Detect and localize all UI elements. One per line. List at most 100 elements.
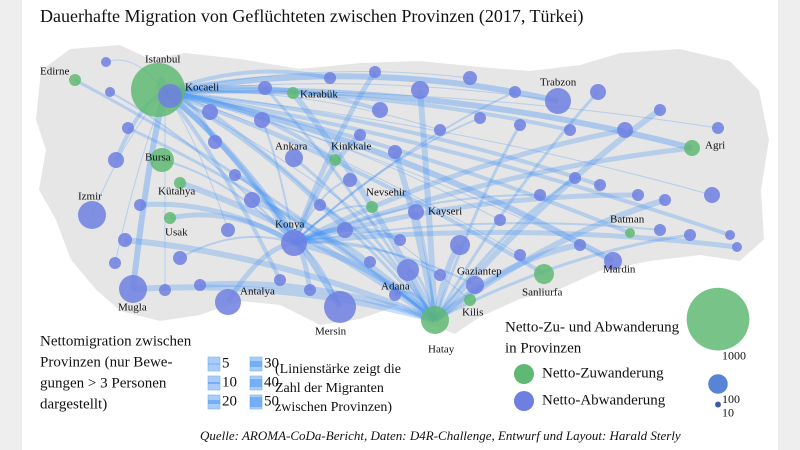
flow-line <box>109 91 295 244</box>
flow-line <box>164 84 381 112</box>
province-circle <box>285 149 303 167</box>
province-circles <box>69 57 742 334</box>
flow-line <box>132 284 436 323</box>
flow-line <box>293 240 441 276</box>
flow-line <box>139 201 296 246</box>
width-label: 20 <box>222 393 237 409</box>
size-label: 10 <box>722 405 734 419</box>
flow-line <box>164 91 614 262</box>
flow-line <box>290 91 438 322</box>
province-circle <box>202 104 218 120</box>
province-circle <box>314 199 326 211</box>
legend-title: in Provinzen <box>505 340 582 356</box>
province-circle <box>397 259 419 281</box>
province-circle <box>164 212 176 224</box>
flow-line <box>164 69 331 94</box>
province-circle <box>150 148 174 172</box>
province-circle <box>281 230 307 256</box>
legend-note: (Linienstärke zeigt die <box>275 362 401 377</box>
province-label: Edirne <box>40 66 69 78</box>
flow-line <box>179 235 295 259</box>
flow-line <box>433 90 600 321</box>
province-circle <box>372 102 388 118</box>
province-circle <box>514 249 526 261</box>
flow-line <box>124 237 437 323</box>
flow-line <box>433 242 581 323</box>
province-circle <box>174 177 186 189</box>
flow-line <box>164 89 615 264</box>
province-circle <box>337 222 353 238</box>
flow-line <box>293 240 438 323</box>
flow-line <box>433 176 576 321</box>
province-circle <box>474 112 486 124</box>
province-circle <box>411 81 429 99</box>
province-circle <box>364 256 376 268</box>
province-circle <box>712 122 724 134</box>
province-circle <box>732 242 742 252</box>
legend-item: Netto-Zuwanderung <box>542 365 664 381</box>
province-circle <box>118 233 132 247</box>
province-label: Karabük <box>300 89 338 101</box>
flow-line <box>164 91 501 221</box>
province-circle <box>173 251 187 265</box>
province-circle <box>122 122 134 134</box>
flow-line <box>164 89 571 132</box>
size-circle <box>686 287 750 352</box>
province-circle <box>725 230 735 240</box>
province-circle <box>354 129 366 141</box>
flow-line <box>164 71 471 93</box>
province-circle <box>324 72 336 84</box>
source: Quelle: AROMA-CoDa-Bericht, Daten: D4R-C… <box>200 428 681 443</box>
legend-title: dargestellt) <box>40 396 107 412</box>
flow-line <box>169 212 296 246</box>
side-band <box>778 0 800 450</box>
legend-title: Provinzen (nur Bewe- <box>40 354 172 370</box>
province-circle <box>369 66 381 78</box>
province-circle <box>534 264 554 284</box>
province-circle <box>304 284 316 296</box>
flow-line <box>293 241 476 286</box>
province-label: Usak <box>165 227 188 239</box>
province-circle <box>159 284 171 296</box>
province-circle <box>394 234 406 246</box>
province-circle <box>274 274 286 286</box>
province-circle <box>654 104 666 116</box>
province-label: Batman <box>610 214 645 226</box>
province-circle <box>108 152 124 168</box>
province-circle <box>534 189 546 201</box>
flow-line <box>179 180 437 323</box>
width-label: 50 <box>264 393 279 409</box>
province-circle <box>617 122 633 138</box>
legend-title: Nettomigration zwischen <box>40 333 192 349</box>
flow-line <box>164 73 559 104</box>
flow-line <box>163 89 343 309</box>
province-circle <box>545 88 571 114</box>
province-label: Ankara <box>275 141 307 153</box>
province-circle <box>494 214 506 226</box>
province-circle <box>466 276 484 294</box>
width-label: 30 <box>264 355 279 371</box>
legend-item: Netto-Abwanderung <box>542 392 666 408</box>
province-circle <box>625 228 635 238</box>
province-circle <box>244 192 260 208</box>
province-circle <box>654 224 666 236</box>
province-label: Kilis <box>462 307 483 319</box>
legend-swatch <box>514 364 534 384</box>
flow-line <box>164 90 719 129</box>
title: Dauerhafte Migration von Geflüchteten zw… <box>40 6 584 27</box>
flow-line <box>319 203 437 321</box>
size-circle <box>714 401 722 408</box>
province-circle <box>119 275 147 303</box>
flow-line <box>164 83 559 102</box>
flow-line <box>74 78 436 322</box>
flow-line <box>168 94 297 245</box>
size-label: 1000 <box>722 349 746 363</box>
flow-line <box>261 119 295 244</box>
province-circle <box>569 172 581 184</box>
province-label: Sanliurfa <box>522 287 562 299</box>
province-circle <box>604 252 622 270</box>
size-circle <box>707 373 729 395</box>
province-circle <box>101 57 111 67</box>
province-circle <box>574 239 586 251</box>
